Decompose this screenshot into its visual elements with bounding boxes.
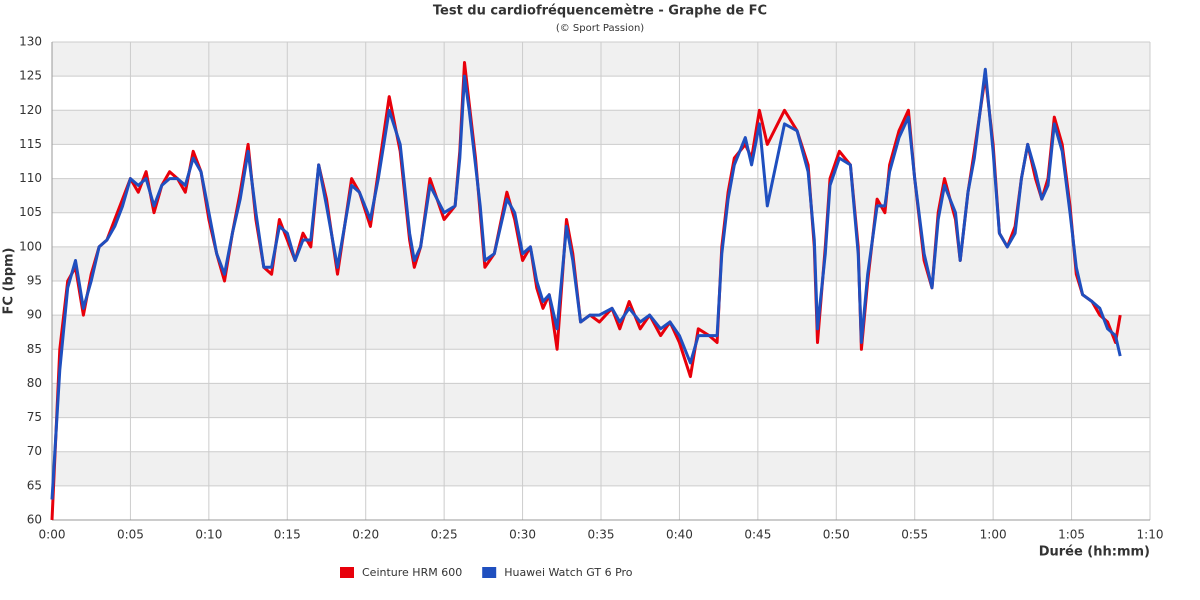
y-tick-label: 120 [19,103,42,117]
y-tick-label: 95 [27,274,42,288]
y-tick-label: 80 [27,376,42,390]
y-tick-label: 130 [19,35,42,49]
x-tick-label: 1:10 [1137,528,1164,542]
y-tick-label: 90 [27,308,42,322]
x-tick-label: 0:50 [823,528,850,542]
x-tick-label: 0:05 [117,528,144,542]
y-tick-label: 75 [27,410,42,424]
x-tick-label: 0:30 [509,528,536,542]
x-tick-label: 0:00 [39,528,66,542]
y-tick-label: 100 [19,239,42,253]
x-tick-label: 1:00 [980,528,1007,542]
x-tick-label: 1:05 [1058,528,1085,542]
x-tick-label: 0:25 [431,528,458,542]
legend: Ceinture HRM 600 Huawei Watch GT 6 Pro [340,566,633,579]
y-tick-label: 110 [19,171,42,185]
x-tick-label: 0:20 [352,528,379,542]
x-tick-label: 0:40 [666,528,693,542]
chart-title: Test du cardiofréquencemètre - Graphe de… [433,4,767,19]
y-tick-label: 125 [19,69,42,83]
legend-label: Ceinture HRM 600 [362,566,462,579]
legend-swatch [340,567,354,578]
labels: 60 65 70 75 80 85 90 95 100 105 110 115 120 125 130 0:0… [19,35,1163,542]
x-tick-label: 0:15 [274,528,301,542]
y-axis-title: FC (bpm) [2,248,17,315]
y-tick-label: 60 [27,513,42,527]
x-axis-title: Durée (hh:mm) [1039,545,1150,560]
legend-swatch [482,567,497,578]
chart-subtitle: (© Sport Passion) [556,23,644,34]
x-tick-label: 0:10 [195,528,222,542]
y-tick-label: 70 [27,444,42,458]
x-tick-label: 0:55 [901,528,928,542]
series-line [50,67,1122,500]
y-tick-label: 115 [19,137,42,151]
x-tick-label: 0:35 [588,528,615,542]
legend-label: Huawei Watch GT 6 Pro [504,566,633,579]
lines [50,61,1122,521]
y-tick-label: 65 [27,478,42,492]
y-tick-label: 85 [27,342,42,356]
x-tick-label: 0:45 [744,528,771,542]
y-tick-label: 105 [19,205,42,219]
